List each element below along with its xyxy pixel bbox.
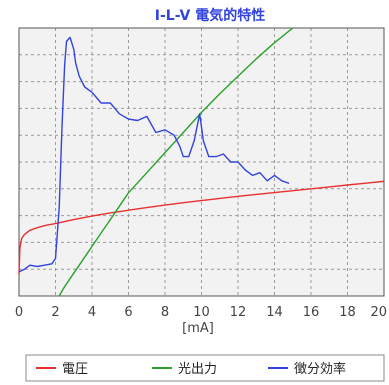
x-axis-label: [mA] [182,321,214,336]
x-tick-label: 18 [339,305,356,320]
x-tick-label: 8 [161,305,169,320]
series-line-3 [18,36,290,273]
series-layer [18,27,385,297]
legend-label-3: 徴分効率 [294,361,346,377]
legend-label-1: 電圧 [62,362,88,377]
x-tick-label: 12 [230,305,247,320]
plot-frame [18,27,385,297]
x-tick-label: 2 [51,305,59,320]
x-tick-label: 20 [370,305,387,320]
series-line-1 [18,180,385,275]
legend-box [25,354,385,382]
grid [19,28,384,296]
x-tick-label: 6 [124,305,132,320]
x-tick-label: 0 [15,305,23,320]
legend-label-2: 光出力 [178,362,217,377]
x-tick-label: 10 [193,305,210,320]
x-tick-label: 4 [88,305,96,320]
series-line-2 [58,27,294,297]
chart-title: I-L-V 電気的特性 [155,7,265,24]
x-tick-label: 14 [266,305,283,320]
x-tick-label: 16 [303,305,320,320]
legend: 電圧 光出力 徴分効率 [25,354,385,382]
x-axis-ticks: 0 2 4 6 8 10 12 14 16 18 20 [15,305,387,320]
